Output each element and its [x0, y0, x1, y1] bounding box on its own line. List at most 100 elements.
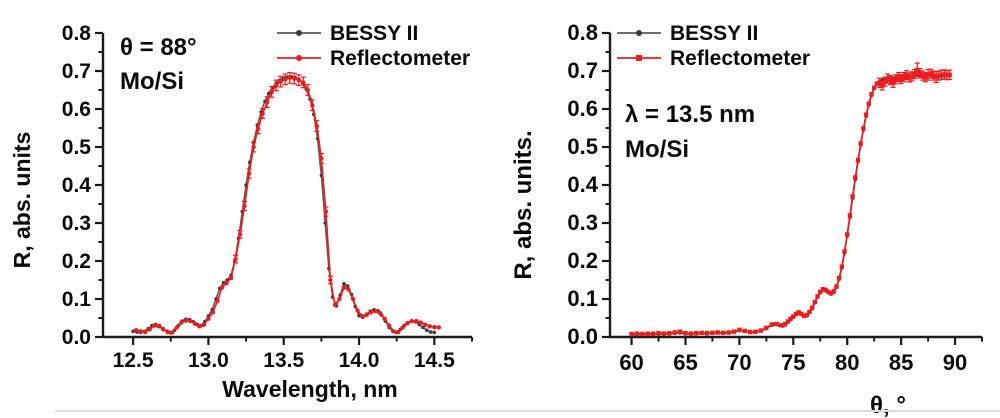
data-point [142, 329, 148, 335]
y-tick-label: 0.3 [567, 210, 598, 235]
x-tick-label: 13.0 [188, 349, 229, 372]
data-point [888, 77, 893, 83]
data-point [721, 330, 726, 336]
data-point [405, 321, 410, 326]
x-tick-label: 70 [727, 350, 751, 375]
data-point [661, 331, 667, 336]
data-point [170, 330, 175, 335]
series-line-reflectometer [135, 77, 440, 334]
data-point [319, 156, 324, 161]
data-point [939, 72, 944, 77]
data-point [672, 330, 677, 335]
data-point [391, 329, 396, 334]
data-point [925, 72, 931, 77]
data-point [427, 324, 433, 329]
data-point [382, 316, 387, 321]
data-point [947, 72, 952, 77]
data-point [237, 232, 243, 237]
data-point [425, 328, 429, 332]
data-point [836, 275, 842, 281]
x-tick-label: 60 [619, 350, 643, 375]
data-point [296, 77, 301, 83]
data-point [396, 329, 401, 335]
data-point [432, 324, 437, 330]
data-point [828, 291, 834, 296]
data-point [156, 324, 161, 329]
data-point [715, 330, 721, 335]
y-tick-label: 0.6 [567, 96, 598, 121]
data-point [373, 308, 378, 314]
data-point [747, 329, 753, 335]
data-point [896, 74, 901, 80]
data-point [287, 75, 292, 81]
right-chart: 60 65 70 75 80 85 90 0.0 0.1 0.2 0.3 0.4 0.5 0.6 0.7 0.… [510, 20, 983, 418]
data-point [400, 325, 405, 330]
data-point [233, 256, 238, 262]
data-point [201, 322, 207, 328]
data-point [310, 103, 315, 108]
data-point [350, 296, 356, 302]
data-point [332, 302, 338, 307]
y-axis-title: R, abs. units [9, 132, 35, 269]
data-point [920, 73, 925, 78]
data-point [753, 329, 758, 334]
data-point [928, 71, 933, 76]
legend-marker [296, 30, 302, 36]
data-point [283, 77, 288, 82]
x-tick-label: 65 [673, 350, 697, 375]
series-reflectometer [629, 62, 953, 337]
data-point [818, 289, 823, 294]
data-point [133, 327, 139, 333]
data-point [931, 73, 936, 78]
data-point [936, 73, 942, 78]
annotation-text: λ = 13.5 nm [625, 101, 755, 128]
legend-item-reflectometer: Reflectometer [617, 47, 810, 70]
data-point [667, 331, 672, 336]
data-point [890, 80, 896, 85]
data-point [165, 329, 170, 335]
data-point [264, 99, 270, 105]
data-point [414, 318, 419, 324]
data-point [423, 322, 428, 328]
data-point [409, 318, 414, 324]
data-point [266, 91, 271, 96]
data-point [737, 327, 742, 332]
data-point [804, 312, 809, 318]
data-point [228, 275, 234, 281]
data-point [942, 72, 947, 77]
data-point [432, 330, 437, 335]
data-point [179, 320, 184, 325]
y-tick-label: 0.7 [567, 58, 598, 83]
annotation-text: θ = 88° [120, 34, 197, 61]
data-point [629, 331, 634, 337]
data-point [909, 74, 915, 79]
data-point [885, 76, 890, 81]
legend-marker [296, 55, 302, 61]
data-point [192, 321, 198, 326]
data-point [904, 72, 909, 78]
data-point [861, 126, 866, 131]
legend-label: Reflectometer [670, 47, 810, 70]
data-point [147, 327, 152, 332]
data-point [645, 331, 650, 336]
y-tick-label: 0.3 [62, 212, 91, 235]
data-point [255, 126, 261, 131]
data-point [796, 310, 801, 315]
y-tick-label: 0.1 [62, 288, 92, 311]
data-point [215, 298, 220, 304]
data-point [305, 87, 311, 93]
data-point [915, 67, 920, 73]
data-point [634, 331, 640, 336]
legend-marker [636, 30, 642, 36]
data-point [893, 77, 898, 82]
data-point [242, 203, 247, 209]
legend-item-bessy-ii: BESSY II [277, 22, 418, 45]
data-point [368, 310, 374, 315]
data-point [292, 76, 297, 81]
data-point [874, 81, 880, 86]
data-point [138, 329, 143, 334]
annotation-text: Mo/Si [625, 136, 689, 163]
data-point [933, 74, 939, 80]
data-point [869, 91, 874, 97]
data-point [699, 330, 704, 336]
